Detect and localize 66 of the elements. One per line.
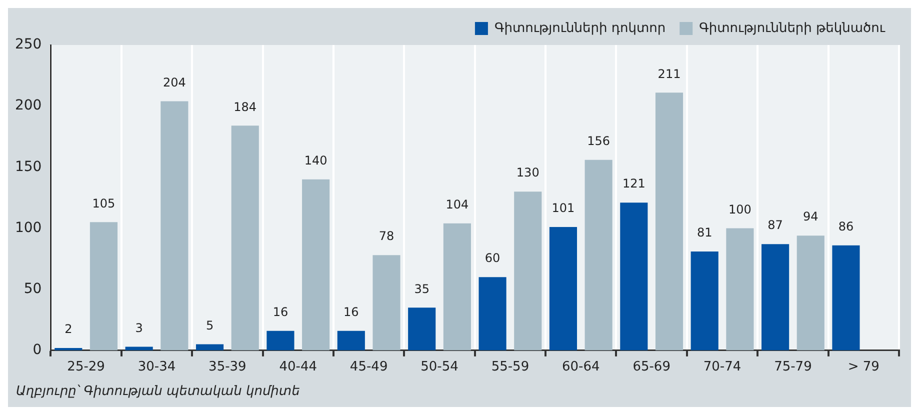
bar xyxy=(408,308,436,350)
bar xyxy=(90,222,118,350)
bar xyxy=(832,245,860,350)
x-tick-label: 40-44 xyxy=(279,360,318,375)
data-label: 16 xyxy=(272,304,288,319)
bar xyxy=(514,192,542,350)
text: Աղբյուրը՝ Գիտության պետական կոմիտե xyxy=(15,383,301,401)
y-tick-label: 250 xyxy=(14,36,42,53)
bar xyxy=(584,160,612,350)
bar xyxy=(655,92,684,350)
data-label: 156 xyxy=(587,134,610,148)
x-tick-label: 25-29 xyxy=(67,360,105,375)
data-label: 2 xyxy=(64,322,72,336)
bar xyxy=(231,126,259,350)
x-tick-label: 35-39 xyxy=(208,360,246,375)
data-label: 3 xyxy=(135,320,143,335)
y-tick-label: 0 xyxy=(32,342,42,358)
data-label: 121 xyxy=(622,176,646,191)
data-label: 94 xyxy=(802,210,818,224)
data-label: 100 xyxy=(728,202,752,216)
bar xyxy=(549,227,578,350)
x-tick-label: 50-54 xyxy=(420,360,458,375)
bar xyxy=(372,255,400,350)
data-label: 35 xyxy=(414,282,430,296)
bar xyxy=(125,346,153,350)
x-tick-label: 60-64 xyxy=(562,360,600,375)
y-tick-label: 200 xyxy=(14,98,42,114)
x-tick-label: 45-49 xyxy=(350,360,388,375)
x-tick-label: 65-69 xyxy=(632,360,670,375)
data-label: 211 xyxy=(658,66,681,81)
bar xyxy=(726,228,754,350)
bar xyxy=(796,236,824,350)
data-label: 86 xyxy=(838,219,854,234)
data-label: 140 xyxy=(304,154,328,168)
bar xyxy=(620,202,648,350)
bar xyxy=(443,223,471,350)
data-label: 101 xyxy=(552,201,575,216)
x-tick-label: 70-74 xyxy=(703,360,742,375)
data-label: 184 xyxy=(234,100,257,114)
data-label: 130 xyxy=(516,166,540,180)
bar xyxy=(690,251,718,350)
data-label: 78 xyxy=(378,229,394,244)
bar xyxy=(266,330,294,350)
bar xyxy=(337,330,365,350)
x-tick-label: 55-59 xyxy=(491,360,530,375)
legend-label: Գիտությունների դոկտոր xyxy=(494,20,666,36)
data-label: 5 xyxy=(206,318,214,332)
legend-label: Գիտությունների թեկնածու xyxy=(699,20,886,36)
bar xyxy=(160,101,188,350)
bar xyxy=(762,244,790,350)
data-label: 60 xyxy=(484,251,500,266)
data-label: 104 xyxy=(446,197,469,212)
data-label: 81 xyxy=(696,226,712,240)
bar xyxy=(302,179,330,350)
x-tick-label: > 79 xyxy=(848,360,880,375)
data-label: 105 xyxy=(92,196,116,210)
data-label: 87 xyxy=(768,218,783,232)
x-tick-label: 75-79 xyxy=(774,360,812,375)
bar xyxy=(478,277,506,350)
y-tick-label: 50 xyxy=(24,280,42,297)
y-tick-label: 100 xyxy=(14,220,42,236)
data-label: 16 xyxy=(344,304,359,319)
bar xyxy=(196,344,224,350)
x-tick-label: 30-34 xyxy=(138,360,176,375)
y-tick-label: 150 xyxy=(14,158,42,175)
data-label: 204 xyxy=(162,75,186,90)
